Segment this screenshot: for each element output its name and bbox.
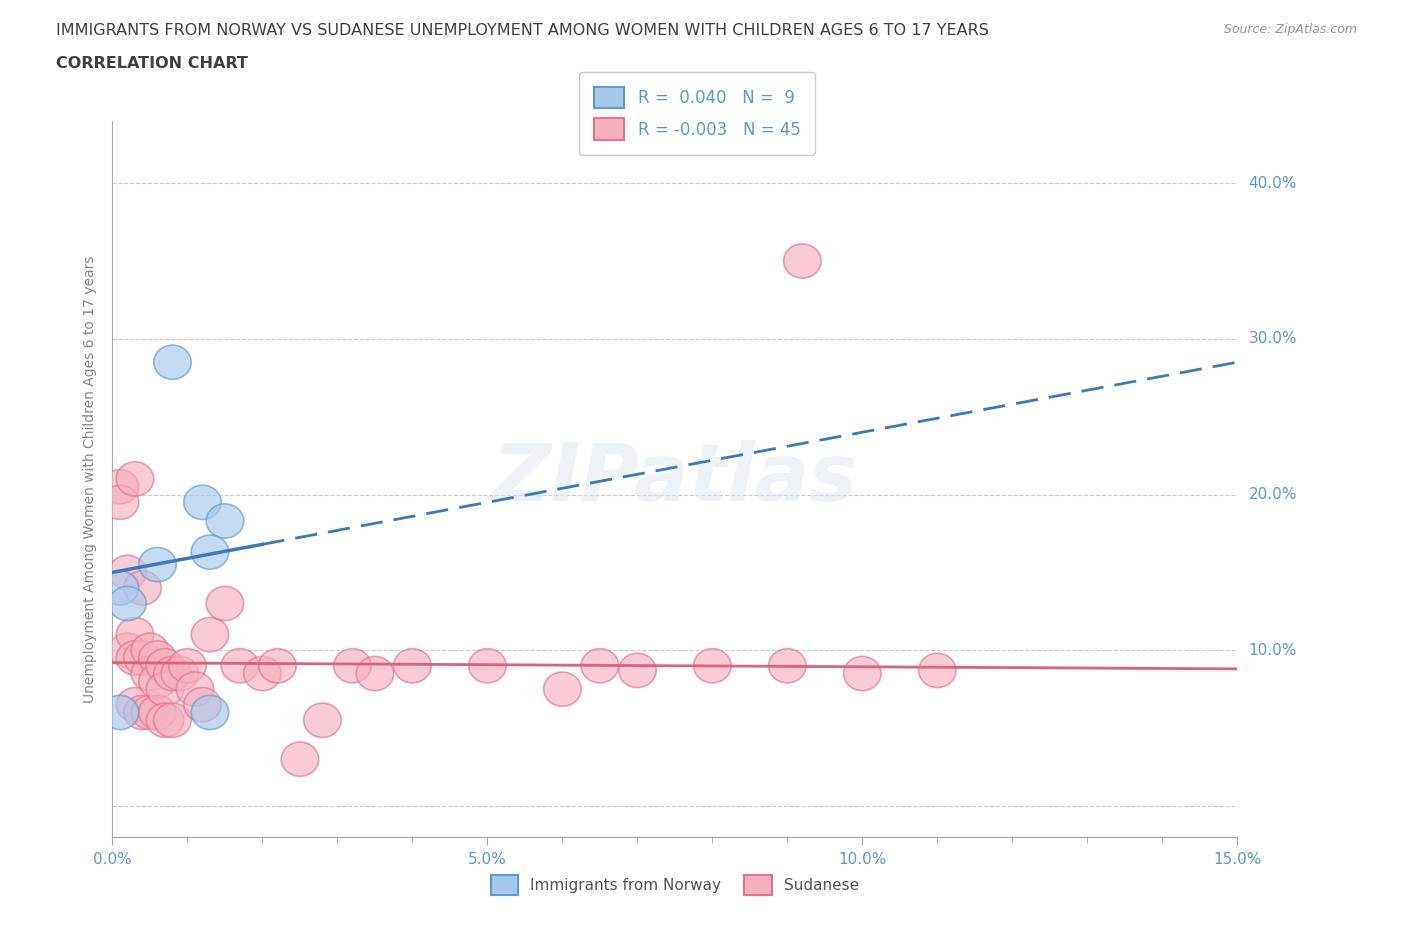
- Text: Source: ZipAtlas.com: Source: ZipAtlas.com: [1223, 23, 1357, 36]
- Ellipse shape: [333, 648, 371, 683]
- Ellipse shape: [117, 462, 153, 496]
- Ellipse shape: [191, 535, 229, 569]
- Ellipse shape: [221, 648, 259, 683]
- Ellipse shape: [124, 696, 162, 730]
- Legend: Immigrants from Norway, Sudanese: Immigrants from Norway, Sudanese: [485, 870, 865, 901]
- Ellipse shape: [191, 696, 229, 730]
- Ellipse shape: [783, 244, 821, 278]
- Ellipse shape: [153, 657, 191, 691]
- Ellipse shape: [101, 485, 139, 520]
- Ellipse shape: [184, 687, 221, 722]
- Ellipse shape: [207, 504, 243, 538]
- Ellipse shape: [544, 672, 581, 706]
- Ellipse shape: [176, 672, 214, 706]
- Ellipse shape: [117, 687, 153, 722]
- Ellipse shape: [918, 653, 956, 687]
- Ellipse shape: [153, 345, 191, 379]
- Ellipse shape: [131, 633, 169, 668]
- Ellipse shape: [693, 648, 731, 683]
- Ellipse shape: [139, 664, 176, 698]
- Ellipse shape: [619, 653, 657, 687]
- Ellipse shape: [101, 571, 139, 605]
- Text: 20.0%: 20.0%: [1249, 487, 1296, 502]
- Ellipse shape: [184, 485, 221, 520]
- Ellipse shape: [259, 648, 297, 683]
- Ellipse shape: [356, 657, 394, 691]
- Ellipse shape: [169, 648, 207, 683]
- Ellipse shape: [101, 696, 139, 730]
- Text: 10.0%: 10.0%: [1249, 643, 1296, 658]
- Ellipse shape: [139, 696, 176, 730]
- Ellipse shape: [139, 641, 176, 675]
- Text: 30.0%: 30.0%: [1249, 331, 1296, 346]
- Ellipse shape: [124, 571, 162, 605]
- Ellipse shape: [281, 742, 319, 777]
- Text: 40.0%: 40.0%: [1249, 176, 1296, 191]
- Text: CORRELATION CHART: CORRELATION CHART: [56, 56, 247, 71]
- Ellipse shape: [117, 618, 153, 652]
- Ellipse shape: [131, 657, 169, 691]
- Text: IMMIGRANTS FROM NORWAY VS SUDANESE UNEMPLOYMENT AMONG WOMEN WITH CHILDREN AGES 6: IMMIGRANTS FROM NORWAY VS SUDANESE UNEMP…: [56, 23, 988, 38]
- Ellipse shape: [146, 703, 184, 737]
- Y-axis label: Unemployment Among Women with Children Ages 6 to 17 years: Unemployment Among Women with Children A…: [83, 255, 97, 703]
- Ellipse shape: [108, 555, 146, 590]
- Ellipse shape: [581, 648, 619, 683]
- Text: ZIPatlas: ZIPatlas: [492, 440, 858, 518]
- Ellipse shape: [243, 657, 281, 691]
- Ellipse shape: [108, 633, 146, 668]
- Ellipse shape: [101, 470, 139, 504]
- Ellipse shape: [108, 587, 146, 620]
- Ellipse shape: [146, 672, 184, 706]
- Ellipse shape: [191, 618, 229, 652]
- Ellipse shape: [844, 657, 882, 691]
- Ellipse shape: [394, 648, 432, 683]
- Ellipse shape: [124, 641, 162, 675]
- Ellipse shape: [207, 587, 243, 620]
- Ellipse shape: [162, 657, 198, 691]
- Ellipse shape: [468, 648, 506, 683]
- Ellipse shape: [117, 641, 153, 675]
- Ellipse shape: [769, 648, 806, 683]
- Ellipse shape: [153, 703, 191, 737]
- Ellipse shape: [139, 548, 176, 581]
- Ellipse shape: [131, 696, 169, 730]
- Ellipse shape: [304, 703, 342, 737]
- Ellipse shape: [146, 648, 184, 683]
